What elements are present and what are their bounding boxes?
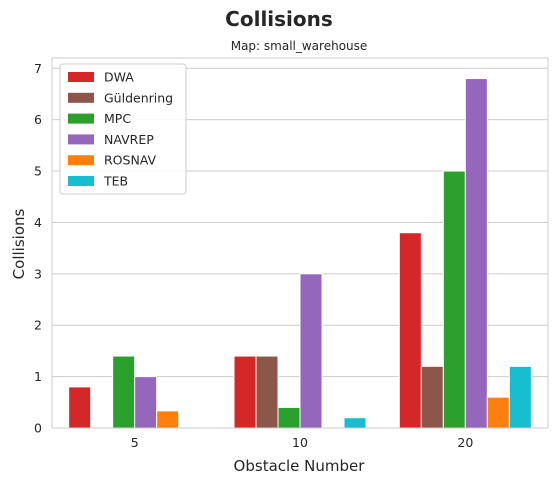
y-tick-label: 3	[34, 266, 42, 281]
y-tick-label: 6	[34, 112, 42, 127]
chart-title: Collisions	[225, 7, 333, 31]
y-tick-label: 1	[34, 369, 42, 384]
bar-navrep-20	[464, 78, 488, 429]
legend-label: ROSNAV	[104, 153, 157, 168]
legend-label: DWA	[104, 70, 134, 85]
bar-mpc-10	[277, 406, 301, 429]
y-tick-label: 2	[34, 318, 42, 333]
bar-güldenring-10	[255, 355, 279, 429]
y-tick-label: 7	[34, 61, 42, 76]
bar-rosnav-5	[156, 410, 180, 429]
plot-frame	[51, 57, 549, 429]
legend-swatch-mpc	[68, 113, 94, 124]
bar-dwa-10	[233, 355, 257, 429]
chart-subtitle: Map: small_warehouse	[231, 39, 368, 53]
legend-swatch-dwa	[68, 72, 94, 82]
y-axis-label: Collisions	[10, 209, 28, 280]
legend: DWA Güldenring MPC NAVREP ROSNAV TEB	[59, 63, 187, 195]
bar-dwa-5	[68, 386, 92, 429]
y-ticks: 0 1 2 3 4 5 6 7	[34, 61, 42, 436]
legend-label: MPC	[104, 111, 131, 126]
x-tick-label: 5	[131, 435, 139, 450]
legend-label: Güldenring	[104, 90, 173, 105]
bar-teb-10	[343, 417, 367, 429]
x-ticks: 5 10 20	[131, 435, 474, 450]
bar-mpc-20	[442, 170, 466, 429]
x-axis-label: Obstacle Number	[234, 457, 366, 475]
legend-label: NAVREP	[104, 132, 154, 147]
bar-güldenring-20	[420, 365, 444, 429]
legend-swatch-navrep	[68, 134, 94, 145]
y-tick-label: 0	[34, 421, 42, 436]
legend-label: TEB	[103, 174, 128, 189]
bar-rosnav-20	[486, 396, 510, 429]
bar-mpc-5	[112, 355, 136, 429]
bar-teb-20	[508, 365, 532, 429]
bar-navrep-5	[134, 376, 158, 429]
legend-swatch-güldenring	[68, 92, 94, 103]
x-tick-label: 20	[457, 435, 473, 450]
y-tick-label: 4	[34, 215, 42, 230]
legend-swatch-rosnav	[68, 155, 94, 166]
bar-navrep-10	[299, 273, 323, 429]
legend-swatch-teb	[68, 176, 94, 186]
y-tick-label: 5	[34, 164, 42, 179]
bar-dwa-20	[398, 232, 422, 429]
x-tick-label: 10	[292, 435, 308, 450]
